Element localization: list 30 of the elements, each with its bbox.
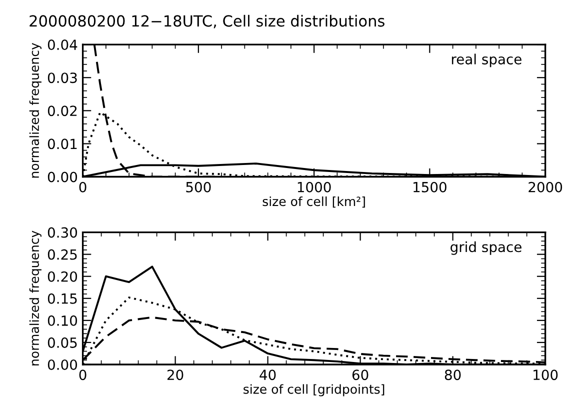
x-axis-title: size of cell [km²] (262, 196, 365, 208)
x-tick-label: 40 (260, 370, 276, 380)
y-tick-label: 0.02 (48, 106, 77, 116)
x-tick-label: 1500 (414, 182, 446, 192)
x-tick-label: 60 (352, 370, 368, 380)
x-tick-label: 2000 (528, 182, 562, 192)
y-tick-label: 0.25 (48, 249, 77, 260)
y-tick-label: 0.03 (48, 72, 77, 84)
x-tick-label: 0 (79, 370, 86, 380)
x-axis-title: size of cell [gridpoints] (244, 384, 384, 396)
x-tick-label: 0 (79, 182, 86, 192)
annotation: real space (452, 54, 522, 68)
x-tick-label: 100 (534, 370, 558, 380)
y-tick-label: 0.20 (48, 271, 78, 282)
y-tick-label: 0.30 (48, 227, 78, 238)
y-tick-label: 0.05 (48, 337, 77, 348)
y-tick-label: 0.01 (48, 138, 77, 150)
y-axis-title: normalized frequency (29, 42, 42, 178)
y-tick-label: 0.00 (48, 172, 78, 182)
chart-title: 2000080200 12−18UTC, Cell size distributions (30, 14, 384, 28)
x-tick-label: 500 (186, 182, 211, 192)
y-axis-title: normalized frequency (29, 230, 42, 366)
y-tick-label: 0.04 (48, 40, 78, 50)
y-tick-label: 0.00 (48, 359, 78, 370)
annotation: grid space (450, 241, 522, 255)
x-tick-label: 1000 (298, 182, 331, 192)
x-tick-label: 80 (444, 370, 461, 380)
x-tick-label: 20 (167, 370, 184, 380)
y-tick-label: 0.15 (48, 293, 77, 304)
y-tick-label: 0.10 (48, 315, 78, 326)
